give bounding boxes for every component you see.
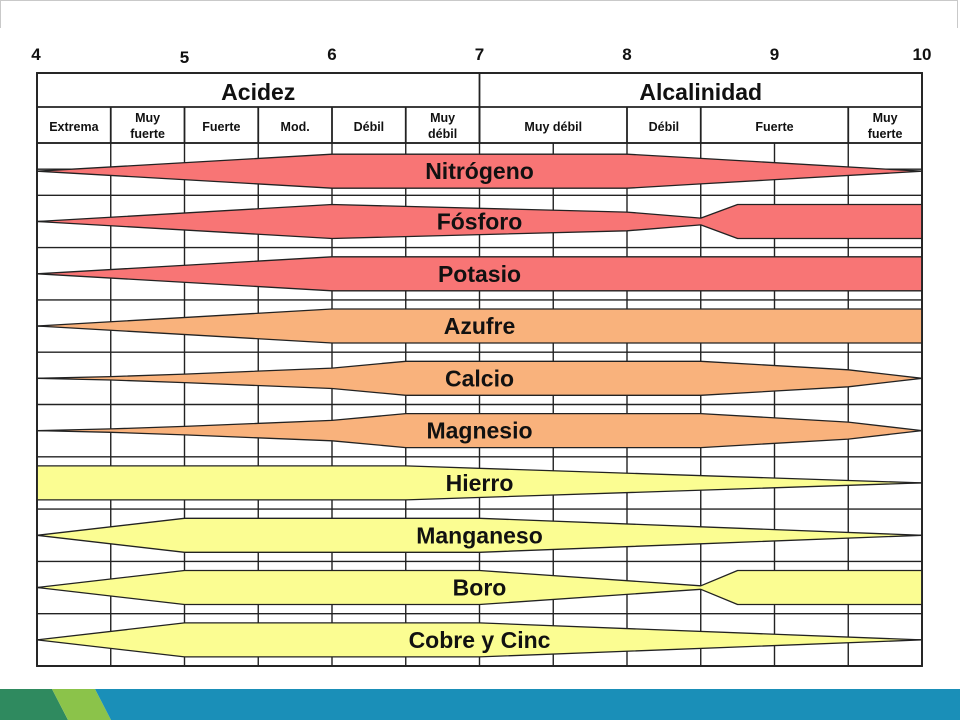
nutrient-label: Azufre [444,313,516,339]
nutrient-label: Boro [453,575,507,601]
subgroup-label: Débil [649,120,680,134]
subgroup-label: débil [428,127,457,141]
subgroup-label: Fuerte [755,120,793,134]
ph-tick-label: 5 [180,48,189,67]
subgroup-label: Muy [873,111,898,125]
footer-band [0,689,960,720]
slide-top-frame [0,0,958,28]
ph-tick-label: 6 [327,45,336,64]
nutrient-label: Nitrógeno [425,158,534,184]
ph-tick-label: 9 [770,45,779,64]
ph-tick-label: 4 [31,45,41,64]
ph-tick-label: 7 [475,45,484,64]
nutrient-availability-chart: 4 5 6 7 8 9 10 Acidez Alcalinidad Extrema Muy fuert… [31,45,932,667]
nutrient-label: Manganeso [416,522,543,548]
subgroup-label: Débil [354,120,385,134]
subgroup-label: Muy [135,111,160,125]
nutrient-label: Magnesio [426,418,532,444]
nutrient-label: Hierro [446,470,514,496]
nutrient-label: Potasio [438,261,521,287]
subgroup-label: Muy débil [524,120,582,134]
nutrient-label: Fósforo [437,208,523,234]
nutrient-label: Calcio [445,365,514,391]
footer-light-green-chevron [52,689,111,720]
subgroup-label: Extrema [49,120,99,134]
footer-dark-green-chevron [0,689,68,720]
ph-tick-label: 10 [913,45,932,64]
footer-blue-band [95,689,960,720]
group-label: Alcalinidad [639,79,762,105]
chart-frame-outline [36,72,923,667]
subgroup-label: fuerte [868,127,903,141]
subgroup-label: Muy [430,111,455,125]
subgroup-label: fuerte [130,127,165,141]
group-label: Acidez [221,79,295,105]
subgroup-label: Mod. [281,120,310,134]
nutrient-label: Cobre y Cinc [409,627,551,653]
subgroup-label: Fuerte [202,120,240,134]
ph-tick-label: 8 [622,45,631,64]
